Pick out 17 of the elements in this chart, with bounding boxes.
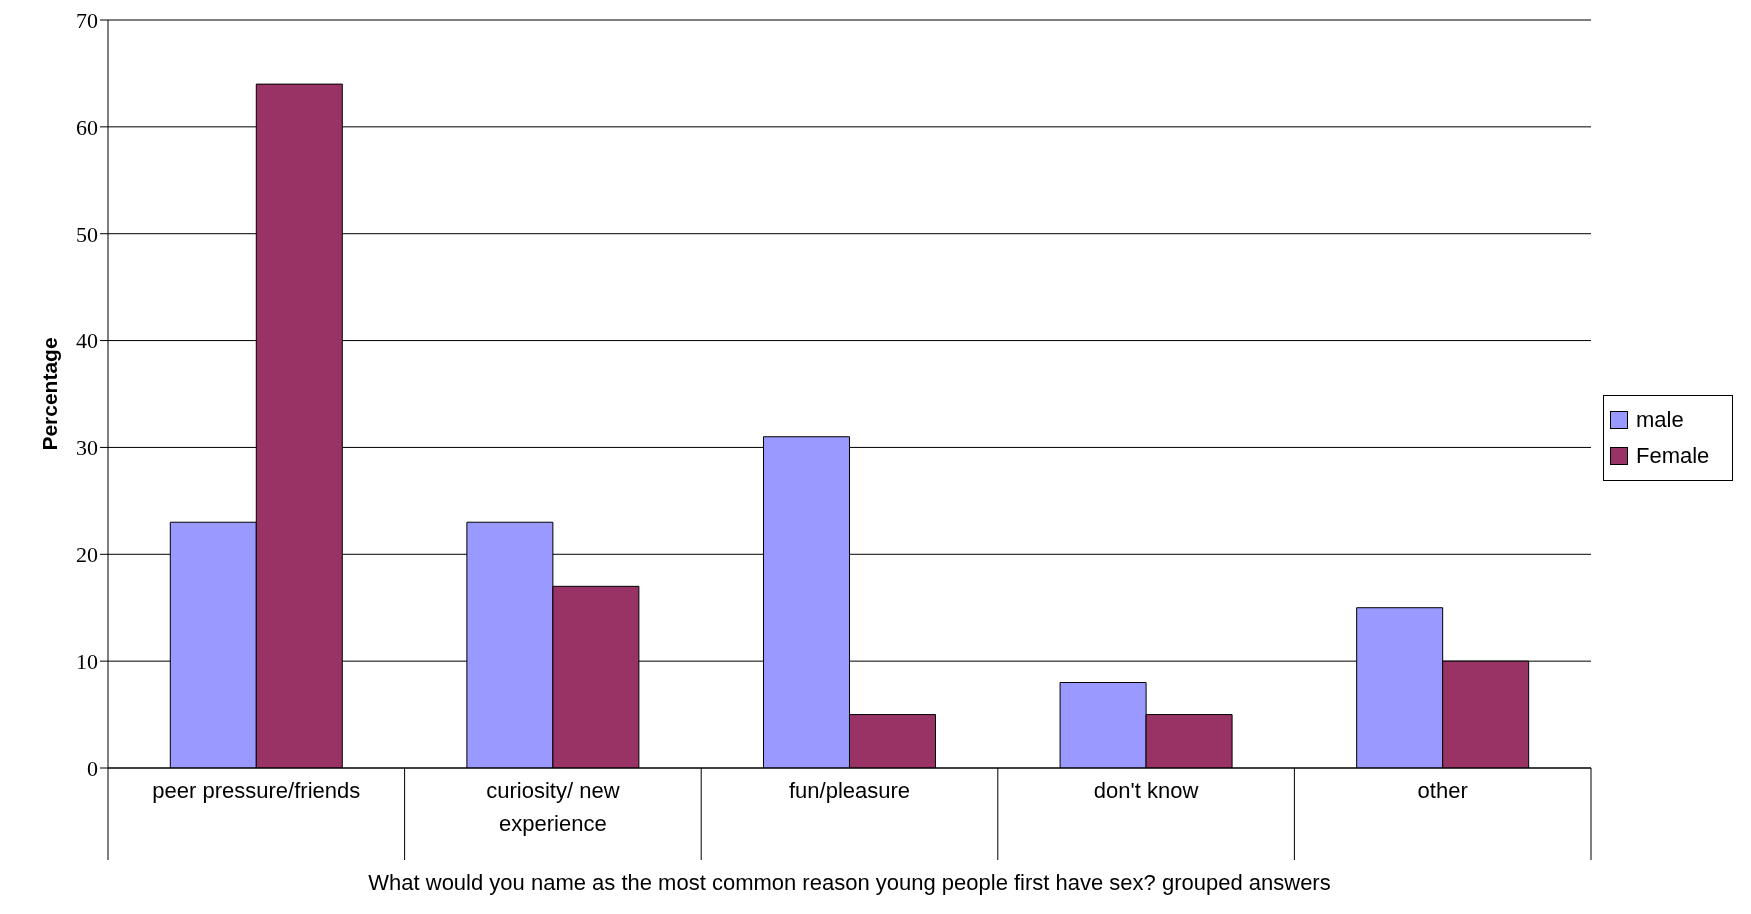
x-tick-label: fun/pleasure	[788, 778, 911, 803]
legend-label: male	[1636, 406, 1684, 434]
x-tick-label: don't know	[1093, 778, 1199, 803]
y-tick-label: 0	[87, 755, 98, 781]
x-tick-label: curiosity/ new experience	[486, 778, 620, 836]
x-tick-label: other	[1417, 778, 1468, 803]
y-tick-label: 60	[76, 114, 98, 140]
y-axis-title: Percentage	[38, 337, 62, 451]
x-axis-title: What would you name as the most common reason young people first have sex? grouped answers	[367, 870, 1332, 896]
y-tick-label: 50	[76, 221, 98, 247]
x-tick-label: peer pressure/friends	[152, 778, 361, 803]
y-tick-label: 30	[76, 435, 98, 461]
y-tick-label: 10	[76, 648, 98, 674]
y-tick-label: 70	[76, 7, 98, 33]
y-tick-label: 40	[76, 328, 98, 354]
legend-label: Female	[1636, 442, 1710, 470]
y-tick-label: 20	[76, 542, 98, 568]
